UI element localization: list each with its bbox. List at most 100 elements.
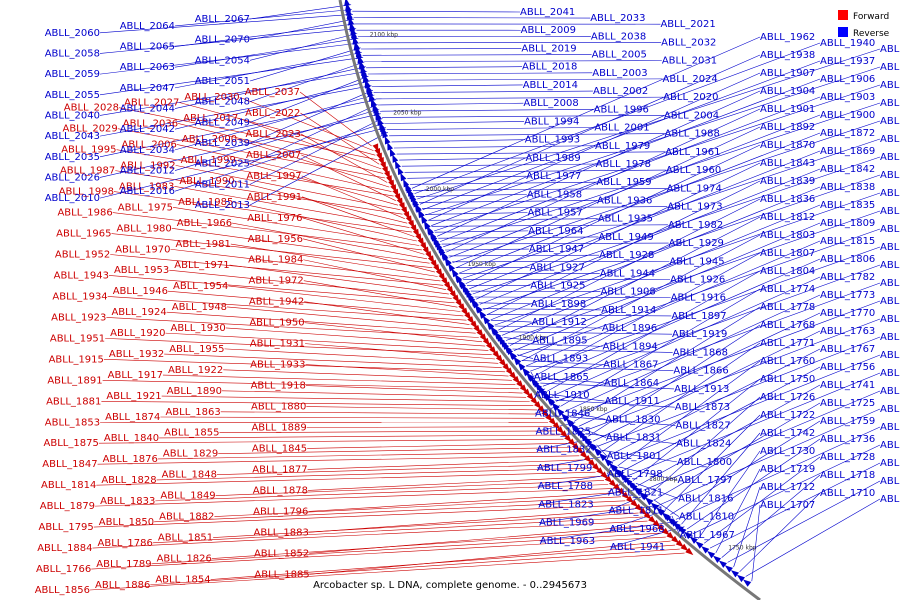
reverse-gene-label[interactable]: ABLL_1820 <box>880 206 900 217</box>
forward-gene-label[interactable]: ABLL_1920 <box>110 328 165 339</box>
forward-gene-label[interactable]: ABLL_1924 <box>111 307 166 318</box>
forward-gene-label[interactable]: ABLL_2006 <box>122 139 177 150</box>
forward-gene-label[interactable]: ABLL_1829 <box>163 449 218 460</box>
reverse-gene-label[interactable]: ABLL_1800 <box>677 457 732 468</box>
reverse-gene-label[interactable]: ABLL_1919 <box>672 329 727 340</box>
reverse-gene-label[interactable]: ABLL_1772 <box>880 296 900 307</box>
reverse-gene-label[interactable]: ABLL_1963 <box>540 536 595 547</box>
reverse-gene-label[interactable]: ABLL_2016 <box>120 186 175 197</box>
reverse-gene-label[interactable]: ABLL_2011 <box>195 179 250 190</box>
reverse-gene-label[interactable]: ABLL_1989 <box>525 153 580 164</box>
reverse-gene-label[interactable]: ABLL_1967 <box>680 530 735 541</box>
forward-gene-label[interactable]: ABLL_2030 <box>184 92 239 103</box>
reverse-gene-label[interactable]: ABLL_1873 <box>675 402 730 413</box>
reverse-gene-label[interactable]: ABLL_1949 <box>598 232 653 243</box>
forward-gene-label[interactable]: ABLL_1851 <box>158 533 213 544</box>
reverse-gene-label[interactable]: ABLL_1936 <box>597 195 652 206</box>
forward-gene-label[interactable]: ABLL_1885 <box>254 569 309 580</box>
forward-gene-label[interactable]: ABLL_1766 <box>36 564 91 575</box>
reverse-gene-label[interactable]: ABLL_1914 <box>601 305 656 316</box>
reverse-gene-label[interactable]: ABLL_1900 <box>820 110 875 121</box>
reverse-gene-label[interactable]: ABLL_1707 <box>760 500 815 511</box>
reverse-gene-label[interactable]: ABLL_1730 <box>760 446 815 457</box>
reverse-gene-label[interactable]: ABLL_1892 <box>760 122 815 133</box>
reverse-gene-label[interactable]: ABLL_2008 <box>523 98 578 109</box>
forward-gene-label[interactable]: ABLL_1930 <box>170 323 225 334</box>
reverse-gene-label[interactable]: ABLL_1872 <box>820 128 875 139</box>
forward-gene-label[interactable]: ABLL_1946 <box>113 286 168 297</box>
reverse-gene-label[interactable]: ABLL_1804 <box>760 266 815 277</box>
forward-gene-label[interactable]: ABLL_1950 <box>249 318 304 329</box>
forward-gene-label[interactable]: ABLL_1966 <box>177 218 232 229</box>
reverse-gene-label[interactable]: ABLL_2004 <box>664 110 719 121</box>
reverse-gene-label[interactable]: ABLL_2058 <box>45 48 100 59</box>
reverse-gene-label[interactable]: ABLL_1916 <box>671 293 726 304</box>
reverse-gene-label[interactable]: ABLL_1901 <box>760 104 815 115</box>
forward-gene-label[interactable]: ABLL_1883 <box>254 527 309 538</box>
reverse-gene-label[interactable]: ABLL_2039 <box>195 138 250 149</box>
reverse-gene-label[interactable]: ABLL_2019 <box>521 43 576 54</box>
forward-gene-label[interactable]: ABLL_1845 <box>252 443 307 454</box>
reverse-gene-label[interactable]: ABLL_1978 <box>596 159 651 170</box>
reverse-gene-label[interactable]: ABLL_1742 <box>760 428 815 439</box>
forward-gene-label[interactable]: ABLL_1922 <box>168 365 223 376</box>
forward-gene-label[interactable]: ABLL_1852 <box>254 548 309 559</box>
reverse-gene-label[interactable]: ABLL_1894 <box>603 341 658 352</box>
reverse-gene-label[interactable]: ABLL_1756 <box>820 362 875 373</box>
reverse-gene-label[interactable]: ABLL_1731 <box>880 440 900 451</box>
forward-gene-label[interactable]: ABLL_1889 <box>251 422 306 433</box>
reverse-gene-label[interactable]: ABLL_2042 <box>120 124 175 135</box>
reverse-gene-label[interactable]: ABLL_2054 <box>195 55 250 66</box>
forward-gene-label[interactable]: ABLL_1789 <box>96 559 151 570</box>
reverse-gene-label[interactable]: ABLL_1821 <box>608 487 663 498</box>
reverse-gene-label[interactable]: ABLL_2018 <box>522 62 577 73</box>
forward-gene-label[interactable]: ABLL_1955 <box>169 344 224 355</box>
forward-gene-label[interactable]: ABLL_1991 <box>247 192 302 203</box>
reverse-gene-label[interactable]: ABLL_1815 <box>820 236 875 247</box>
reverse-gene-label[interactable]: ABLL_1832 <box>536 445 591 456</box>
reverse-gene-label[interactable]: ABLL_1899 <box>880 116 900 127</box>
reverse-gene-label[interactable]: ABLL_1803 <box>760 230 815 241</box>
reverse-gene-label[interactable]: ABLL_1866 <box>673 366 728 377</box>
forward-gene-label[interactable]: ABLL_1876 <box>103 454 158 465</box>
reverse-gene-label[interactable]: ABLL_1869 <box>820 146 875 157</box>
reverse-gene-label[interactable]: ABLL_1843 <box>760 158 815 169</box>
forward-gene-label[interactable]: ABLL_1863 <box>165 407 220 418</box>
forward-gene-label[interactable]: ABLL_1878 <box>253 485 308 496</box>
reverse-gene-label[interactable]: ABLL_2014 <box>523 80 578 91</box>
reverse-gene-label[interactable]: ABLL_2021 <box>660 19 715 30</box>
forward-gene-label[interactable]: ABLL_1915 <box>49 354 104 365</box>
forward-gene-label[interactable]: ABLL_1882 <box>159 512 214 523</box>
reverse-gene-label[interactable]: ABLL_2047 <box>120 83 175 94</box>
reverse-gene-label[interactable]: ABLL_1968 <box>609 524 664 535</box>
reverse-gene-label[interactable]: ABLL_1722 <box>760 410 815 421</box>
forward-gene-label[interactable]: ABLL_1984 <box>248 255 303 266</box>
forward-gene-label[interactable]: ABLL_1948 <box>172 302 227 313</box>
reverse-gene-label[interactable]: ABLL_1839 <box>760 176 815 187</box>
forward-gene-label[interactable]: ABLL_1854 <box>155 575 210 586</box>
forward-gene-label[interactable]: ABLL_1997 <box>246 171 301 182</box>
reverse-gene-label[interactable]: ABLL_2031 <box>662 56 717 67</box>
reverse-gene-label[interactable]: ABLL_1811 <box>609 506 664 517</box>
reverse-gene-label[interactable]: ABLL_1935 <box>598 214 653 225</box>
reverse-gene-label[interactable]: ABLL_2020 <box>663 92 718 103</box>
forward-gene-label[interactable]: ABLL_2000 <box>182 134 237 145</box>
reverse-gene-label[interactable]: ABLL_2034 <box>120 145 175 156</box>
forward-gene-label[interactable]: ABLL_1953 <box>114 265 169 276</box>
reverse-gene-label[interactable]: ABLL_1805 <box>880 224 900 235</box>
forward-gene-label[interactable]: ABLL_1986 <box>57 208 112 219</box>
reverse-gene-label[interactable]: ABLL_2051 <box>195 76 250 87</box>
reverse-gene-label[interactable]: ABLL_1724 <box>880 404 900 415</box>
reverse-gene-label[interactable]: ABLL_2033 <box>590 13 645 24</box>
reverse-gene-label[interactable]: ABLL_2001 <box>594 123 649 134</box>
forward-gene-label[interactable]: ABLL_1833 <box>100 496 155 507</box>
reverse-gene-label[interactable]: ABLL_1895 <box>532 335 587 346</box>
reverse-gene-label[interactable]: ABLL_1830 <box>605 414 660 425</box>
forward-gene-label[interactable]: ABLL_1877 <box>252 464 307 475</box>
forward-gene-label[interactable]: ABLL_1840 <box>104 433 159 444</box>
reverse-gene-label[interactable]: ABLL_1798 <box>607 469 662 480</box>
reverse-gene-label[interactable]: ABLL_1801 <box>607 451 662 462</box>
forward-gene-label[interactable]: ABLL_1987 <box>60 166 115 177</box>
reverse-gene-label[interactable]: ABLL_1960 <box>666 165 721 176</box>
reverse-gene-label[interactable]: ABLL_1841 <box>880 170 900 181</box>
